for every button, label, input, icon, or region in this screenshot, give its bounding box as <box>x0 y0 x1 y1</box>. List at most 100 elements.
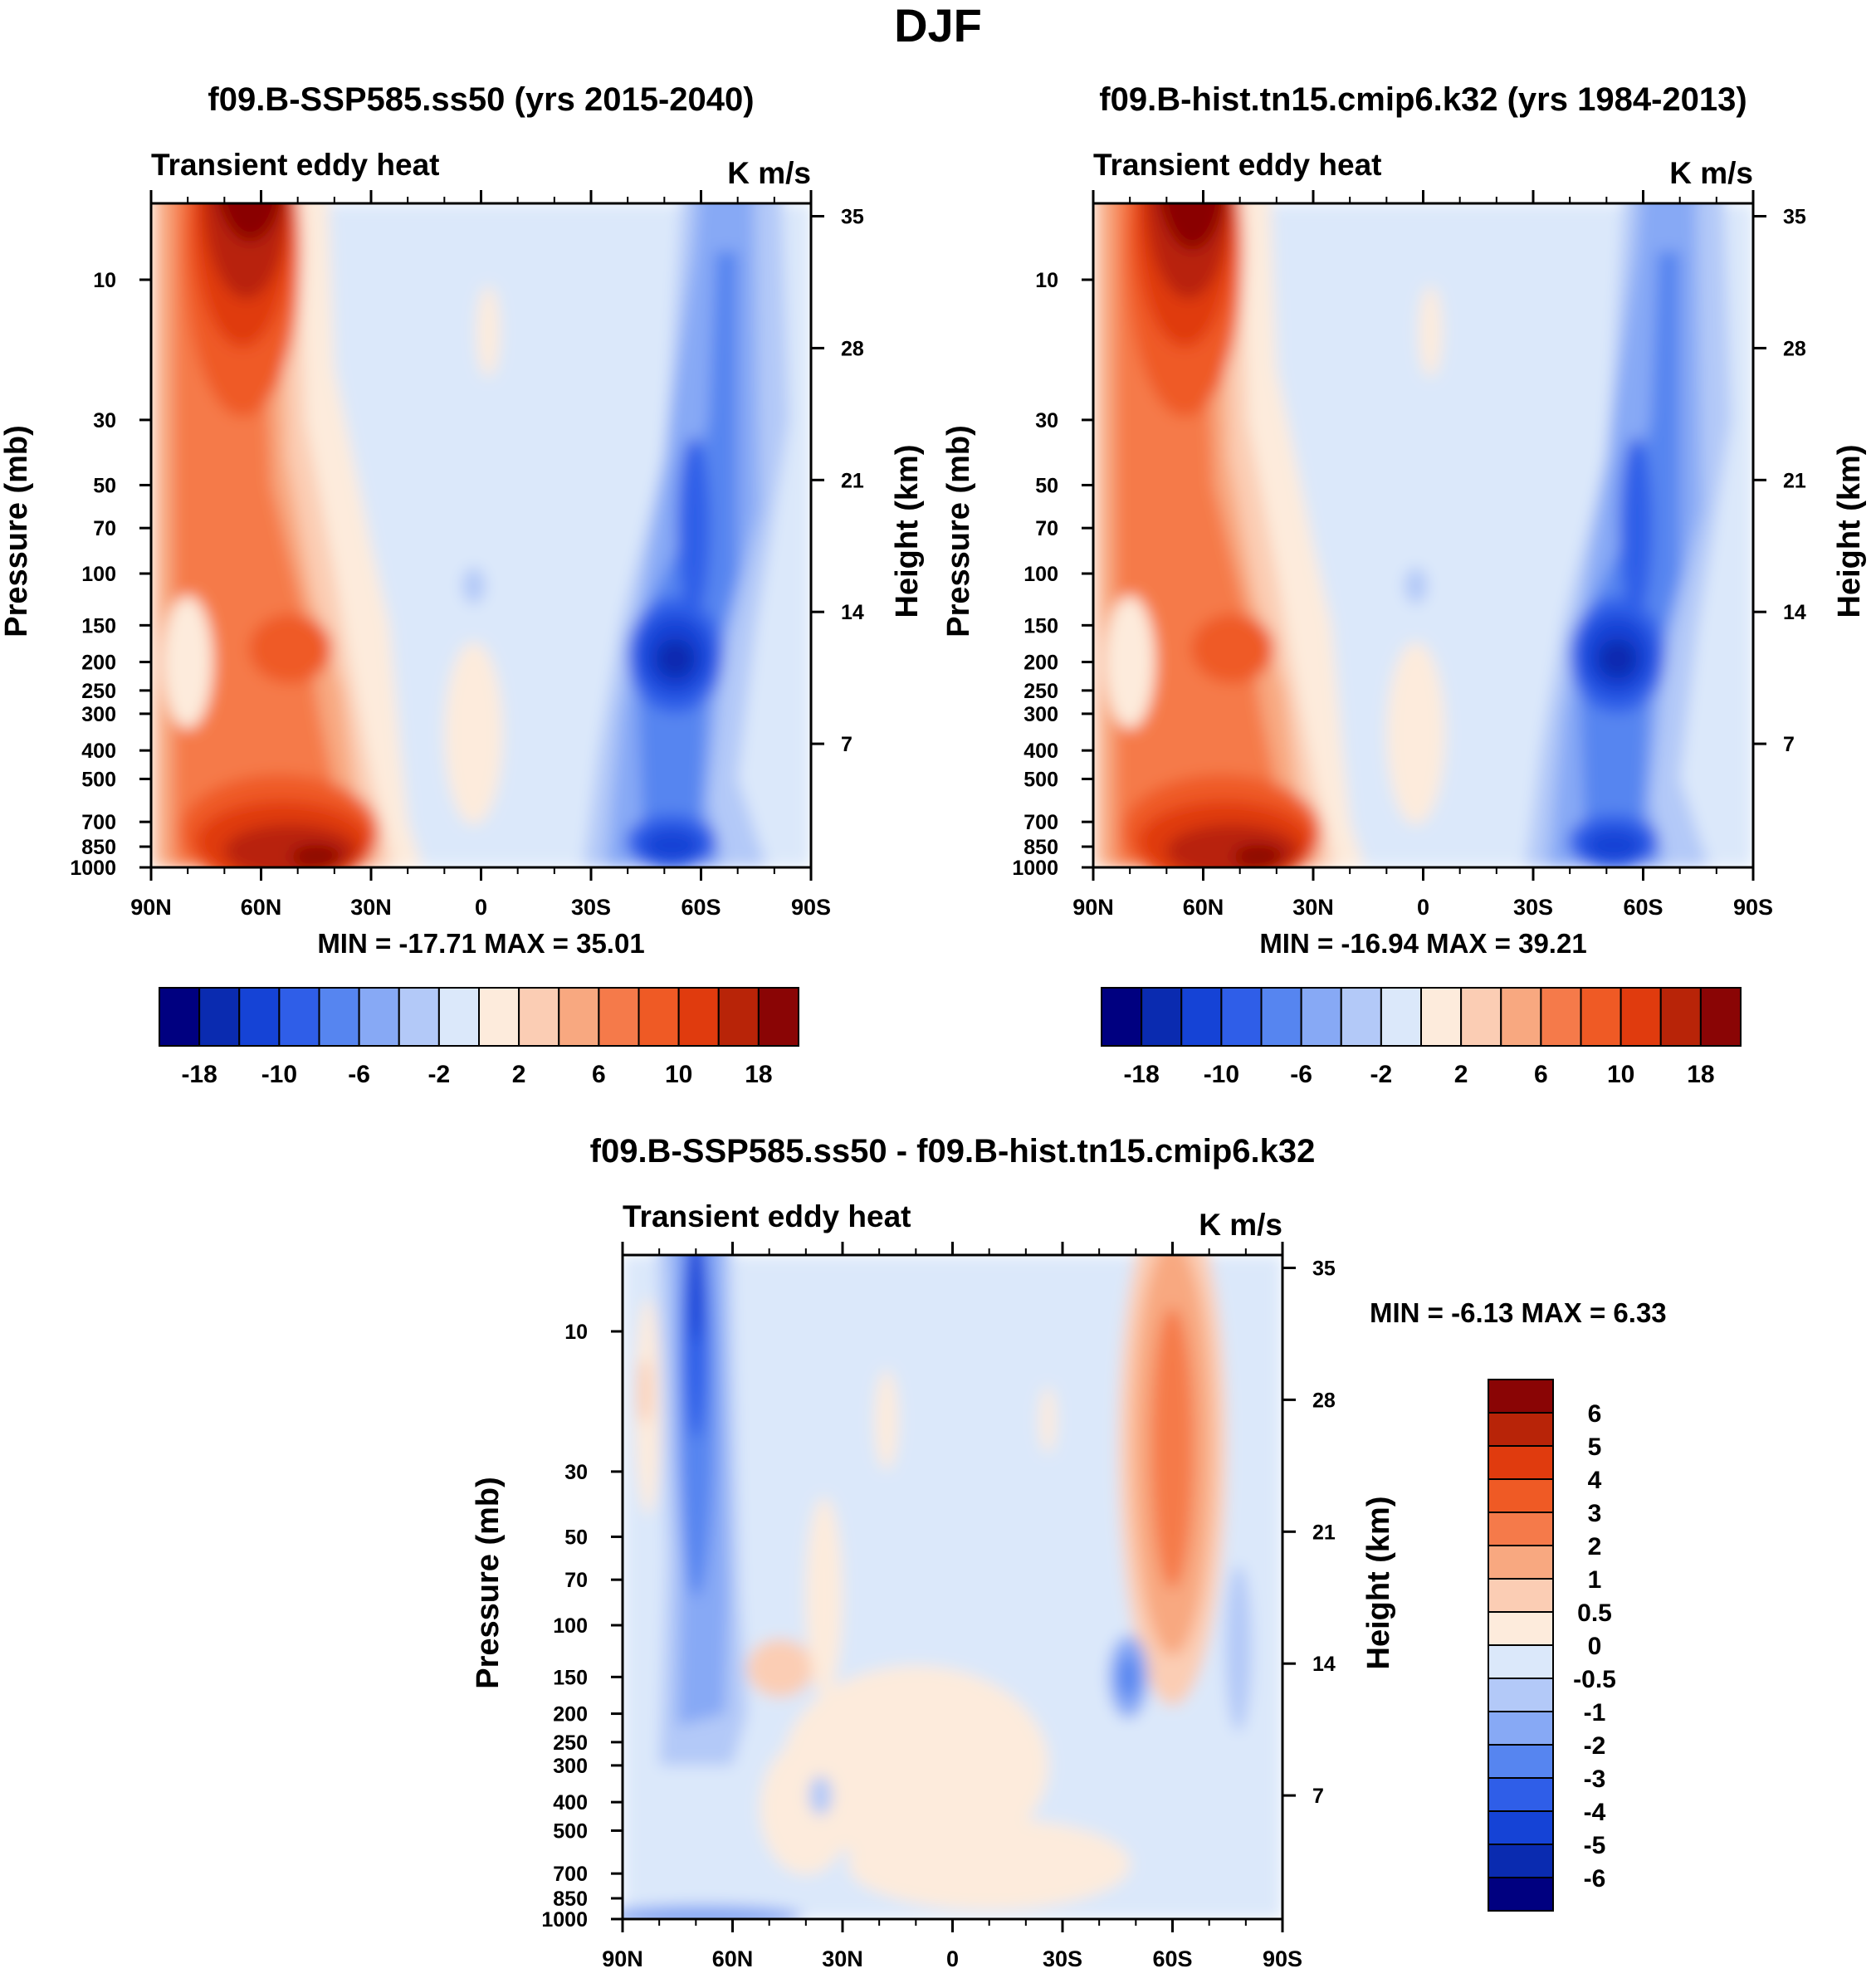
colorbar-box <box>638 987 680 1047</box>
sh-pole-positive-0 <box>163 595 213 729</box>
colorbar-box <box>1488 1445 1554 1480</box>
y-tick-label: 1000 <box>1012 857 1058 880</box>
eq-negative-2 <box>1404 567 1428 604</box>
y2-tick-label: 35 <box>841 206 864 229</box>
colorbar-box <box>1488 1810 1554 1845</box>
y-tick-label: 1000 <box>70 857 116 880</box>
y-tick-label: 50 <box>93 474 116 497</box>
y2-tick-label: 28 <box>1783 337 1806 360</box>
y-tick-label: 700 <box>81 811 116 834</box>
y-tick-label: 30 <box>1035 409 1058 432</box>
colorbar-box <box>1488 1578 1554 1613</box>
y2-tick-label: 7 <box>1783 733 1795 756</box>
colorbar-box <box>1460 987 1502 1047</box>
y-tick-label: 300 <box>81 703 116 726</box>
y-tick-label: 50 <box>1035 474 1058 497</box>
colorbar-label: 2 <box>512 1061 526 1088</box>
eq-positive-0 <box>783 1665 1049 1865</box>
y-tick-label: 150 <box>553 1666 588 1689</box>
colorbar-label: 5 <box>1588 1433 1602 1461</box>
y2-tick-label: 35 <box>1312 1258 1336 1281</box>
x-tick-label: 30S <box>1043 1946 1082 1971</box>
y-tick-label: 70 <box>564 1569 588 1592</box>
colorbar: -18 -10 -6 -2 2 6 10 18 <box>1101 987 1742 1088</box>
colorbar-box <box>1488 1678 1554 1712</box>
sh-negative-8 <box>1619 437 1653 620</box>
nh-strat-18 <box>1160 203 1225 251</box>
colorbar-box <box>677 987 720 1047</box>
colorbar-box <box>1220 987 1263 1047</box>
panel-title: f09.B-SSP585.ss50 (yrs 2015-2040) <box>208 81 754 118</box>
colorbar-box <box>1300 987 1342 1047</box>
colorbar-box <box>1488 1777 1554 1812</box>
colorbar-label: -6 <box>348 1061 370 1088</box>
x-tick-label: 60S <box>1152 1946 1192 1971</box>
colorbar-box <box>1500 987 1542 1047</box>
y-tick-label: 100 <box>553 1614 588 1638</box>
y-axis-label: Pressure (mb) <box>941 425 976 637</box>
y2-tick-label: 28 <box>841 337 864 360</box>
colorbar-box <box>358 987 400 1047</box>
y-tick-label: 100 <box>1023 563 1058 586</box>
colorbar-label: -1 <box>1584 1699 1606 1726</box>
colorbar-label: 10 <box>1607 1061 1634 1088</box>
colorbar-box <box>1620 987 1662 1047</box>
y-tick-label: 250 <box>553 1731 588 1755</box>
nh-negative-4 <box>688 1255 704 1345</box>
x-tick-label: 60N <box>1183 895 1224 920</box>
y2-axis-label: Height (km) <box>890 445 925 618</box>
y-tick-label: 400 <box>81 740 116 763</box>
y-tick-label: 10 <box>564 1321 588 1344</box>
y-tick-label: 150 <box>1023 614 1058 637</box>
colorbar-label: 2 <box>1588 1533 1602 1560</box>
sh-lower-10 <box>1585 828 1644 862</box>
y-tick-label: 500 <box>81 768 116 791</box>
colorbar-box <box>558 987 600 1047</box>
x-tick-label: 90S <box>1733 895 1773 920</box>
y-tick-label: 50 <box>564 1526 588 1549</box>
colorbar-label: 0 <box>1588 1633 1602 1660</box>
colorbar-label: 4 <box>1588 1467 1602 1494</box>
y-tick-label: 1000 <box>541 1908 588 1932</box>
colorbar-label: -18 <box>1123 1061 1159 1088</box>
colorbar-box <box>1488 1644 1554 1679</box>
colorbar-box <box>1540 987 1582 1047</box>
contour-field <box>1093 203 1753 867</box>
min-max-stats: MIN = -17.71 MAX = 35.01 <box>317 928 644 959</box>
colorbar-box <box>1420 987 1463 1047</box>
y-tick-label: 100 <box>81 563 116 586</box>
y-tick-label: 300 <box>553 1755 588 1778</box>
surface-negative-1 <box>623 1904 804 1919</box>
sh-pole-negative-05 <box>1225 1565 1252 1731</box>
colorbar-box <box>1488 1611 1554 1646</box>
eq-strat-positive-0 <box>1419 286 1443 378</box>
y2-tick-label: 7 <box>841 733 853 756</box>
y-tick-label: 200 <box>81 652 116 675</box>
x-tick-label: 30S <box>571 895 611 920</box>
y2-tick-label: 14 <box>841 601 864 624</box>
colorbar-label: -18 <box>181 1061 217 1088</box>
y-tick-label: 10 <box>1035 269 1058 292</box>
y-tick-label: 700 <box>1023 811 1058 834</box>
nh-lower-18 <box>1233 845 1283 867</box>
y2-tick-label: 21 <box>1312 1521 1336 1544</box>
colorbar-label: -10 <box>261 1061 297 1088</box>
x-tick-label: 0 <box>946 1946 959 1971</box>
panel-title: f09.B-SSP585.ss50 - f09.B-hist.tn15.cmip… <box>590 1133 1316 1170</box>
colorbar-label: 1 <box>1588 1566 1602 1594</box>
x-tick-label: 30S <box>1513 895 1553 920</box>
panel-title: f09.B-hist.tn15.cmip6.k32 (yrs 1984-2013… <box>1099 81 1747 118</box>
units-label: K m/s <box>1669 156 1753 190</box>
x-tick-label: 30N <box>350 895 392 920</box>
nh-lower-negative-05 <box>809 1775 833 1816</box>
y2-tick-label: 14 <box>1783 601 1806 624</box>
variable-label: Transient eddy heat <box>1093 148 1382 182</box>
min-max-stats: MIN = -6.13 MAX = 6.33 <box>1370 1297 1667 1328</box>
colorbar-label: 6 <box>592 1061 606 1088</box>
x-tick-label: 90N <box>602 1946 643 1971</box>
sh-upper-14 <box>1597 638 1638 679</box>
colorbar-box <box>1101 987 1143 1047</box>
colorbar-label: -2 <box>1370 1061 1393 1088</box>
y-tick-label: 850 <box>81 836 116 859</box>
